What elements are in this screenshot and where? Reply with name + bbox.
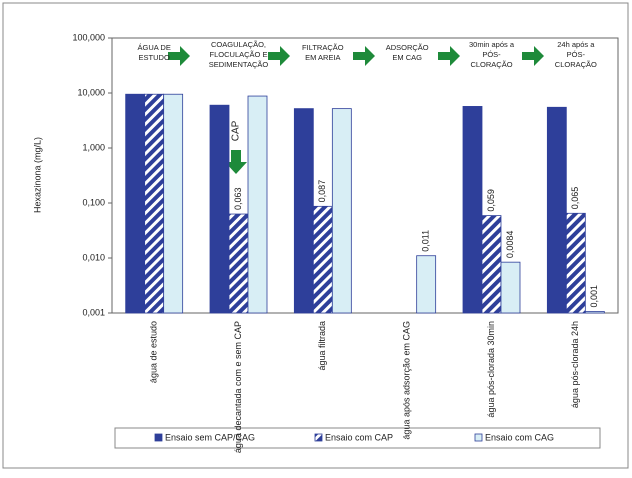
bar — [500, 261, 521, 314]
y-tick-label: 10,000 — [77, 87, 105, 97]
legend-label: Ensaio com CAG — [485, 432, 554, 442]
process-step: CLORAÇÃO — [555, 60, 597, 69]
value-label: 0,087 — [317, 180, 327, 203]
process-step: 30min após a — [469, 40, 515, 49]
bar — [416, 255, 437, 314]
value-label: 0,0084 — [505, 231, 515, 259]
process-step: COAGULAÇÃO, — [211, 40, 266, 49]
bar — [247, 95, 268, 314]
value-label: 0,065 — [570, 187, 580, 210]
legend — [114, 427, 601, 449]
legend-swatch — [314, 433, 323, 442]
bar — [584, 311, 605, 314]
bar — [228, 213, 249, 314]
process-step: ESTUDO — [139, 53, 170, 62]
y-tick-label: 100,000 — [72, 32, 105, 42]
process-step: CLORAÇÃO — [470, 60, 512, 69]
bar — [462, 106, 483, 314]
x-tick-label: água decantada com e sem CAP — [233, 321, 243, 453]
process-step: SEDIMENTAÇÃO — [209, 60, 269, 69]
arrow-label: CAP — [231, 120, 242, 141]
process-step: EM CAG — [392, 53, 422, 62]
process-step: FLOCULAÇÃO E — [210, 50, 268, 59]
x-tick-label: água pós-clorada 30min — [486, 321, 496, 418]
bar — [481, 215, 502, 314]
legend-swatch — [474, 433, 483, 442]
x-tick-label: água após adsorção em CAG — [402, 321, 412, 440]
legend-label: Ensaio com CAP — [325, 432, 393, 442]
x-tick-label: água pós-clorada 24h — [570, 321, 580, 408]
y-tick-label: 1,000 — [82, 142, 105, 152]
arrows — [168, 46, 544, 174]
legend-swatch — [154, 433, 163, 442]
process-step: ADSORÇÃO — [386, 43, 429, 52]
value-label: 0,059 — [486, 189, 496, 212]
y-tick-label: 0,010 — [82, 252, 105, 262]
process-step: 24h após a — [557, 40, 595, 49]
x-tick-label: água de estudo — [149, 321, 159, 383]
frame — [2, 2, 629, 469]
plot-area — [111, 37, 619, 314]
value-label: 0,063 — [233, 188, 243, 211]
bar — [331, 108, 352, 314]
bar — [565, 212, 586, 314]
process-step: ÁGUA DE — [137, 43, 170, 52]
value-label: 0,001 — [589, 285, 599, 308]
process-step: PÓS- — [482, 50, 501, 59]
bar — [144, 93, 165, 314]
bar — [293, 108, 314, 314]
value-label: 0,011 — [421, 230, 431, 252]
legend-label: Ensaio sem CAP/CAG — [165, 432, 255, 442]
process-step: PÓS- — [567, 50, 586, 59]
process-step: EM AREIA — [305, 53, 340, 62]
bar — [312, 205, 333, 314]
y-tick-label: 0,001 — [82, 307, 105, 317]
y-axis-label: Hexazinona (mg/L) — [32, 137, 42, 213]
bar — [163, 93, 184, 314]
bar — [125, 93, 146, 314]
bar — [209, 104, 230, 314]
bar — [546, 106, 567, 314]
x-tick-label: água filtrada — [317, 321, 327, 371]
process-step: FILTRAÇÃO — [302, 43, 344, 52]
y-tick-label: 0,100 — [82, 197, 105, 207]
